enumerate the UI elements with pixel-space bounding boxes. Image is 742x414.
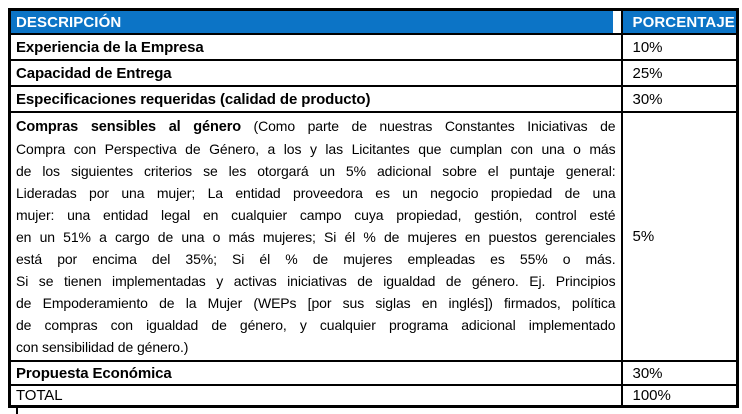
header-cell-percentage: PORCENTAJE [620,8,739,35]
table-row: Especificaciones requeridas (calidad de … [8,85,739,113]
paragraph-line: Lideradas por una mujer; La entidad prov… [16,185,616,201]
table-row: Experiencia de la Empresa 10% [8,33,739,61]
percentage-cell: 10% [620,33,739,61]
paragraph-lead-bold: Compras sensibles al género [16,119,241,135]
paragraph-line: Compra con Perspectiva de Género, a los … [16,141,616,157]
paragraph-line: está por encima del 35%; Si él % de muje… [16,251,616,267]
percentage-cell: 25% [620,59,739,87]
description-cell: Compras sensibles al género (Como parte … [8,111,623,362]
paragraph-line: de los siguientes criterios se les otorg… [16,163,616,179]
paragraph-line: mujer: una entidad legal en cualquier ca… [16,207,616,223]
header-cell-description: DESCRIPCIÓN [8,8,623,35]
description-cell: Propuesta Económica [8,360,623,386]
table-row-total: TOTAL 100% [8,384,739,408]
paragraph-line: Compras sensibles al género (Como parte … [16,115,616,138]
paragraph-line: de compras con igualdad de género, y cua… [16,317,616,333]
paragraph-line-text: (Como parte de nuestras Constantes Inici… [241,118,616,134]
paragraph-line: de Empoderamiento de la Mujer (WEPs [por… [16,295,616,311]
percentage-cell: 30% [620,360,739,386]
gender-criteria-paragraph: Compras sensibles al género (Como parte … [12,114,620,359]
description-cell: Especificaciones requeridas (calidad de … [8,85,623,113]
paragraph-line: en un 51% a cargo de una o más mujeres; … [16,229,616,245]
table-header-row: DESCRIPCIÓN PORCENTAJE [8,8,739,35]
paragraph-line: Si se tienen implementadas y activas ini… [16,273,616,289]
description-cell: TOTAL [8,384,623,408]
table-row-gender-criteria: Compras sensibles al género (Como parte … [8,111,739,362]
table-row: Capacidad de Entrega 25% [8,59,739,87]
percentage-cell: 5% [620,111,739,362]
text-cursor [16,407,18,414]
percentage-cell: 30% [620,85,739,113]
header-description-label: DESCRIPCIÓN [11,11,613,33]
evaluation-criteria-table: DESCRIPCIÓN PORCENTAJE Experiencia de la… [8,8,739,408]
header-percentage-label: PORCENTAJE [623,11,736,33]
description-cell: Capacidad de Entrega [8,59,623,87]
description-cell: Experiencia de la Empresa [8,33,623,61]
paragraph-line: con sensibilidad de género.) [16,339,189,355]
percentage-cell: 100% [620,384,739,408]
table-row: Propuesta Económica 30% [8,360,739,386]
